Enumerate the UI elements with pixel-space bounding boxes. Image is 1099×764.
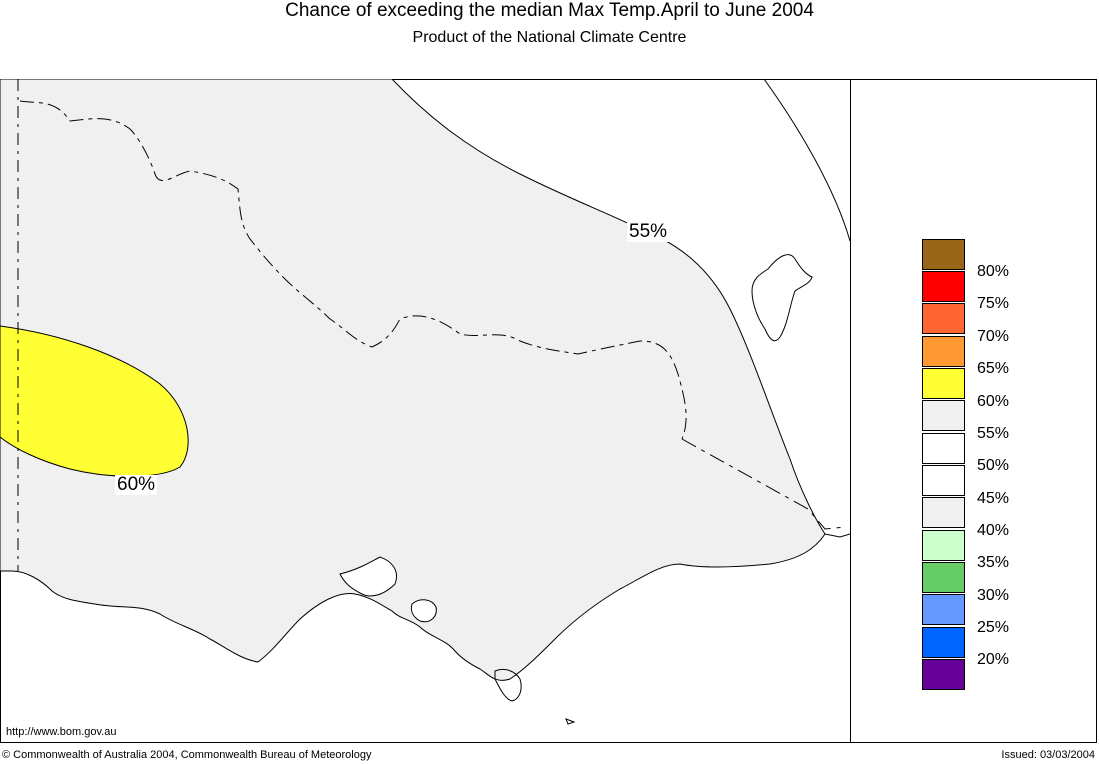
legend-label: 65% bbox=[977, 360, 1010, 377]
state-border bbox=[681, 438, 846, 530]
bay-island bbox=[410, 599, 437, 623]
coastline bbox=[824, 533, 850, 538]
legend-label: 35% bbox=[977, 554, 1010, 571]
coastline bbox=[565, 718, 576, 725]
legend-swatch bbox=[922, 530, 965, 561]
legend-swatch bbox=[922, 497, 965, 528]
legend-swatch bbox=[922, 336, 965, 367]
legend-divider bbox=[850, 79, 851, 743]
issued-date: Issued: 03/03/2004 bbox=[1001, 749, 1095, 761]
legend-label: 40% bbox=[977, 522, 1010, 539]
legend-swatch bbox=[922, 627, 965, 658]
legend-swatch bbox=[922, 368, 965, 399]
website-url[interactable]: http://www.bom.gov.au bbox=[6, 726, 117, 738]
contour-line bbox=[763, 79, 850, 242]
map-title: Chance of exceeding the median Max Temp.… bbox=[285, 0, 814, 21]
island bbox=[751, 254, 813, 342]
legend-swatch bbox=[922, 465, 965, 496]
legend-label: 50% bbox=[977, 457, 1010, 474]
legend-swatch bbox=[922, 433, 965, 464]
contour-label-60: 60% bbox=[115, 474, 158, 495]
contour-label-55: 55% bbox=[627, 221, 670, 242]
legend-swatch bbox=[922, 239, 965, 270]
legend-label: 70% bbox=[977, 328, 1010, 345]
legend-label: 20% bbox=[977, 651, 1010, 668]
legend-swatch bbox=[922, 562, 965, 593]
region-60 bbox=[0, 325, 189, 477]
legend-label: 60% bbox=[977, 393, 1010, 410]
map-subtitle: Product of the National Climate Centre bbox=[412, 29, 687, 46]
legend-swatch bbox=[922, 594, 965, 625]
legend-label: 25% bbox=[977, 619, 1010, 636]
legend-label: 80% bbox=[977, 263, 1010, 280]
legend-swatch bbox=[922, 303, 965, 334]
legend-label: 45% bbox=[977, 490, 1010, 507]
legend-label: 55% bbox=[977, 425, 1010, 442]
bay-island bbox=[339, 556, 397, 597]
legend-swatch bbox=[922, 271, 965, 302]
land-region-55 bbox=[0, 79, 826, 681]
legend-label: 30% bbox=[977, 587, 1010, 604]
map-canvas bbox=[0, 79, 850, 725]
legend-label: 75% bbox=[977, 295, 1010, 312]
copyright-notice: © Commonwealth of Australia 2004, Common… bbox=[2, 749, 372, 761]
legend-swatch bbox=[922, 400, 965, 431]
coastline bbox=[494, 668, 522, 702]
legend-swatch bbox=[922, 659, 965, 690]
state-border bbox=[19, 100, 687, 440]
